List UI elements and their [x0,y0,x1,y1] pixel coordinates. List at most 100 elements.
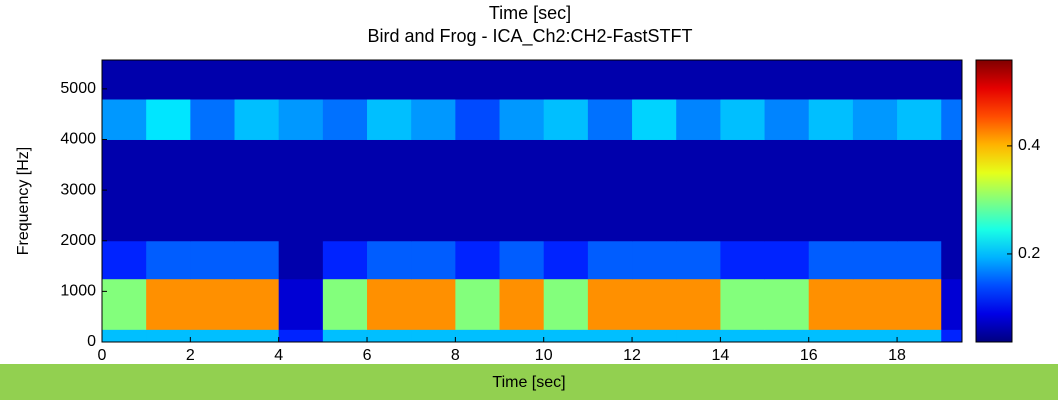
x-tick-label: 18 [888,347,906,364]
cell [808,240,854,280]
cell [897,98,942,140]
cell [322,98,368,140]
footer-bar [0,364,1058,400]
cell [234,329,280,343]
cell [852,278,898,330]
cell [941,329,963,343]
cell [146,329,191,343]
cell [190,240,236,280]
cell [499,240,545,280]
cell [587,98,633,140]
x-tick-label: 16 [800,347,818,364]
cell [632,240,677,280]
cell [499,98,545,140]
cell [941,240,963,280]
cell [455,60,501,100]
cell [499,60,545,100]
cell [720,60,766,100]
cell [102,60,147,100]
cell [455,329,501,343]
cell [543,278,589,330]
cell [543,98,589,140]
cell [322,240,368,280]
cell [720,278,766,330]
cell [322,278,368,330]
cell [852,98,898,140]
cell [808,329,854,343]
cell [190,139,236,242]
cell [676,329,721,343]
cell [852,329,898,343]
x-tick-label: 14 [711,347,729,364]
cell [587,60,633,100]
cell [632,60,677,100]
cell [897,329,942,343]
cell [941,139,963,242]
x-tick-label: 8 [451,347,460,364]
cell [499,278,545,330]
cell [808,98,854,140]
cell [499,329,545,343]
y-tick-label: 4000 [60,131,96,148]
cell [190,98,236,140]
cell [367,278,412,330]
cell [102,278,147,330]
cell [587,240,633,280]
cell [676,278,721,330]
y-tick-label: 5000 [60,80,96,97]
y-tick-label: 1000 [60,283,96,300]
cell [278,329,324,343]
cell [543,240,589,280]
cell [411,240,456,280]
cell [146,278,191,330]
cell [190,278,236,330]
colorbar-tick-label: 0.4 [1018,137,1040,154]
cell [941,60,963,100]
cell [764,60,810,100]
cell [411,139,456,242]
cell [278,98,324,140]
cell [190,60,236,100]
cell [808,139,854,242]
cell [146,240,191,280]
cell [234,240,280,280]
cell [499,139,545,242]
cell [764,139,810,242]
top-label: Time [sec] [489,3,571,23]
cell [587,278,633,330]
cell [278,278,324,330]
cell [676,60,721,100]
cell [234,60,280,100]
x-axis-label: Time [sec] [492,374,565,391]
cell [411,60,456,100]
cell [720,139,766,242]
cell [367,329,412,343]
cell [455,139,501,242]
cell [367,240,412,280]
cell [632,98,677,140]
cell [808,60,854,100]
cell [278,139,324,242]
x-tick-label: 10 [535,347,553,364]
cell [676,240,721,280]
colorbar [975,59,1013,343]
cell [278,60,324,100]
cell [676,98,721,140]
cell [720,98,766,140]
cell [941,98,963,140]
cell [543,60,589,100]
y-tick-label: 2000 [60,232,96,249]
cell [764,278,810,330]
cell [455,98,501,140]
y-axis-label: Frequency [Hz] [15,147,32,255]
cell [411,329,456,343]
cell [102,329,147,343]
cell [322,60,368,100]
cell [764,240,810,280]
cell [234,139,280,242]
cell [102,98,147,140]
cell [897,60,942,100]
cell [897,278,942,330]
y-tick-label: 0 [87,333,96,350]
